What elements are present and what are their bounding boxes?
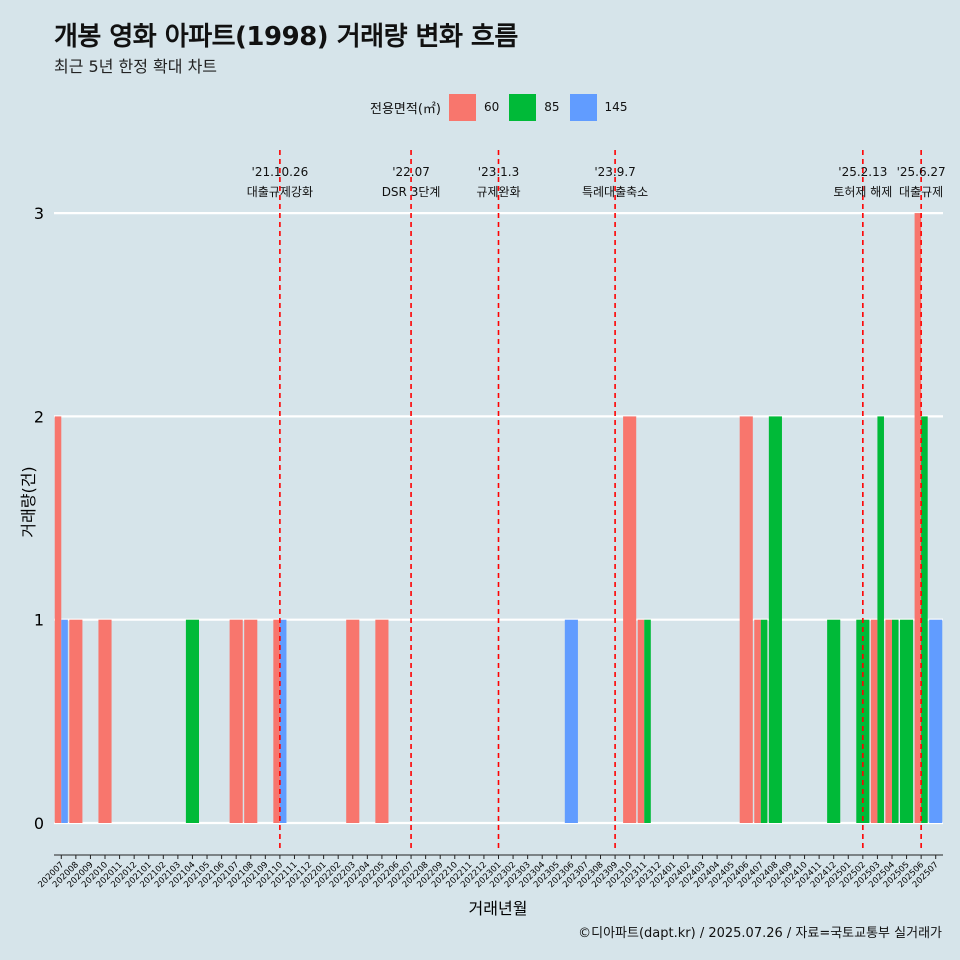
event-date-202502: '25.2.13	[838, 165, 887, 179]
bar-202008-60	[69, 619, 83, 823]
legend-label-85: 85	[544, 100, 560, 114]
bar-202504-85	[891, 619, 899, 823]
x-axis: 2020072020082020092020102020112020122021…	[36, 854, 943, 890]
bar-202505-85	[900, 619, 914, 823]
bar-202311-85	[644, 619, 651, 823]
bar-202007-145	[61, 619, 68, 823]
bar-202107-60	[229, 619, 243, 823]
bar-202504-60	[885, 619, 892, 823]
bar-202406-60	[739, 416, 753, 823]
y-tick-label-3: 3	[34, 204, 44, 223]
event-annotations: '21.10.26 대출규제강화 '22.07 DSR 3단계 '23.1.3 규제완화 '…	[247, 150, 946, 850]
legend-label-145: 145	[604, 100, 628, 114]
event-label-202110: 대출규제강화	[247, 185, 313, 199]
y-tick-label-1: 1	[34, 611, 44, 630]
event-label-202502: 토허제 해제	[833, 185, 892, 199]
caption: ©디아파트(dapt.kr) / 2025.07.26 / 자료=국토교통부 실…	[578, 926, 942, 941]
bar-202503-60	[870, 619, 878, 823]
bar-202007-60	[54, 416, 62, 823]
chart-subtitle: 최근 5년 한정 확대 차트	[54, 57, 218, 76]
bar-202205-60	[375, 619, 389, 823]
bar-202506-85	[921, 416, 928, 823]
event-date-202207: '22.07	[392, 165, 430, 179]
bar-202203-60	[346, 619, 360, 823]
event-label-202506: 대출규제	[899, 185, 943, 199]
event-date-202301: '23.1.3	[478, 165, 519, 179]
bar-202110-145	[279, 619, 287, 823]
bar-202408-85	[768, 416, 782, 823]
legend-item-85: 85	[509, 93, 560, 121]
bar-202407-60	[754, 619, 761, 823]
y-tick-label-0: 0	[34, 814, 44, 833]
event-date-202110: '21.10.26	[252, 165, 309, 179]
legend-title: 전용면적(㎡)	[370, 101, 441, 117]
bars	[54, 213, 943, 824]
legend: 전용면적(㎡) 60 85 145	[370, 92, 637, 122]
bar-202104-85	[185, 619, 200, 823]
bar-202310-60	[623, 416, 637, 823]
legend-label-60: 60	[483, 100, 500, 114]
bar-202412-85	[827, 619, 841, 823]
bar-202311-60	[637, 619, 645, 823]
event-date-202309: '23.9.7	[594, 165, 635, 179]
bar-202306-145	[564, 619, 578, 823]
chart-title: 개봉 영화 아파트(1998) 거래량 변화 흐름	[54, 22, 518, 52]
bar-202503-85	[877, 416, 884, 823]
y-axis: 0 1 2 3	[34, 204, 44, 833]
legend-item-145: 145	[569, 93, 628, 121]
y-axis-label: 거래량(건)	[19, 466, 38, 537]
event-label-202309: 특례대출축소	[582, 185, 648, 199]
legend-swatch-60	[448, 93, 476, 121]
bar-202108-60	[244, 619, 258, 823]
bar-202110-60	[273, 619, 280, 823]
bar-202407-85	[760, 619, 768, 823]
legend-item-60: 60	[448, 93, 500, 121]
event-label-202301: 규제완화	[476, 185, 520, 199]
legend-swatch-85	[509, 93, 537, 121]
bar-202010-60	[98, 619, 112, 823]
legend-swatch-145	[569, 93, 597, 121]
event-label-202207: DSR 3단계	[382, 185, 441, 199]
y-tick-label-2: 2	[34, 407, 44, 426]
bar-202507-145	[929, 619, 943, 823]
event-date-202506: '25.6.27	[897, 165, 946, 179]
bar-202506-60	[914, 213, 922, 824]
x-axis-label: 거래년월	[469, 899, 528, 918]
